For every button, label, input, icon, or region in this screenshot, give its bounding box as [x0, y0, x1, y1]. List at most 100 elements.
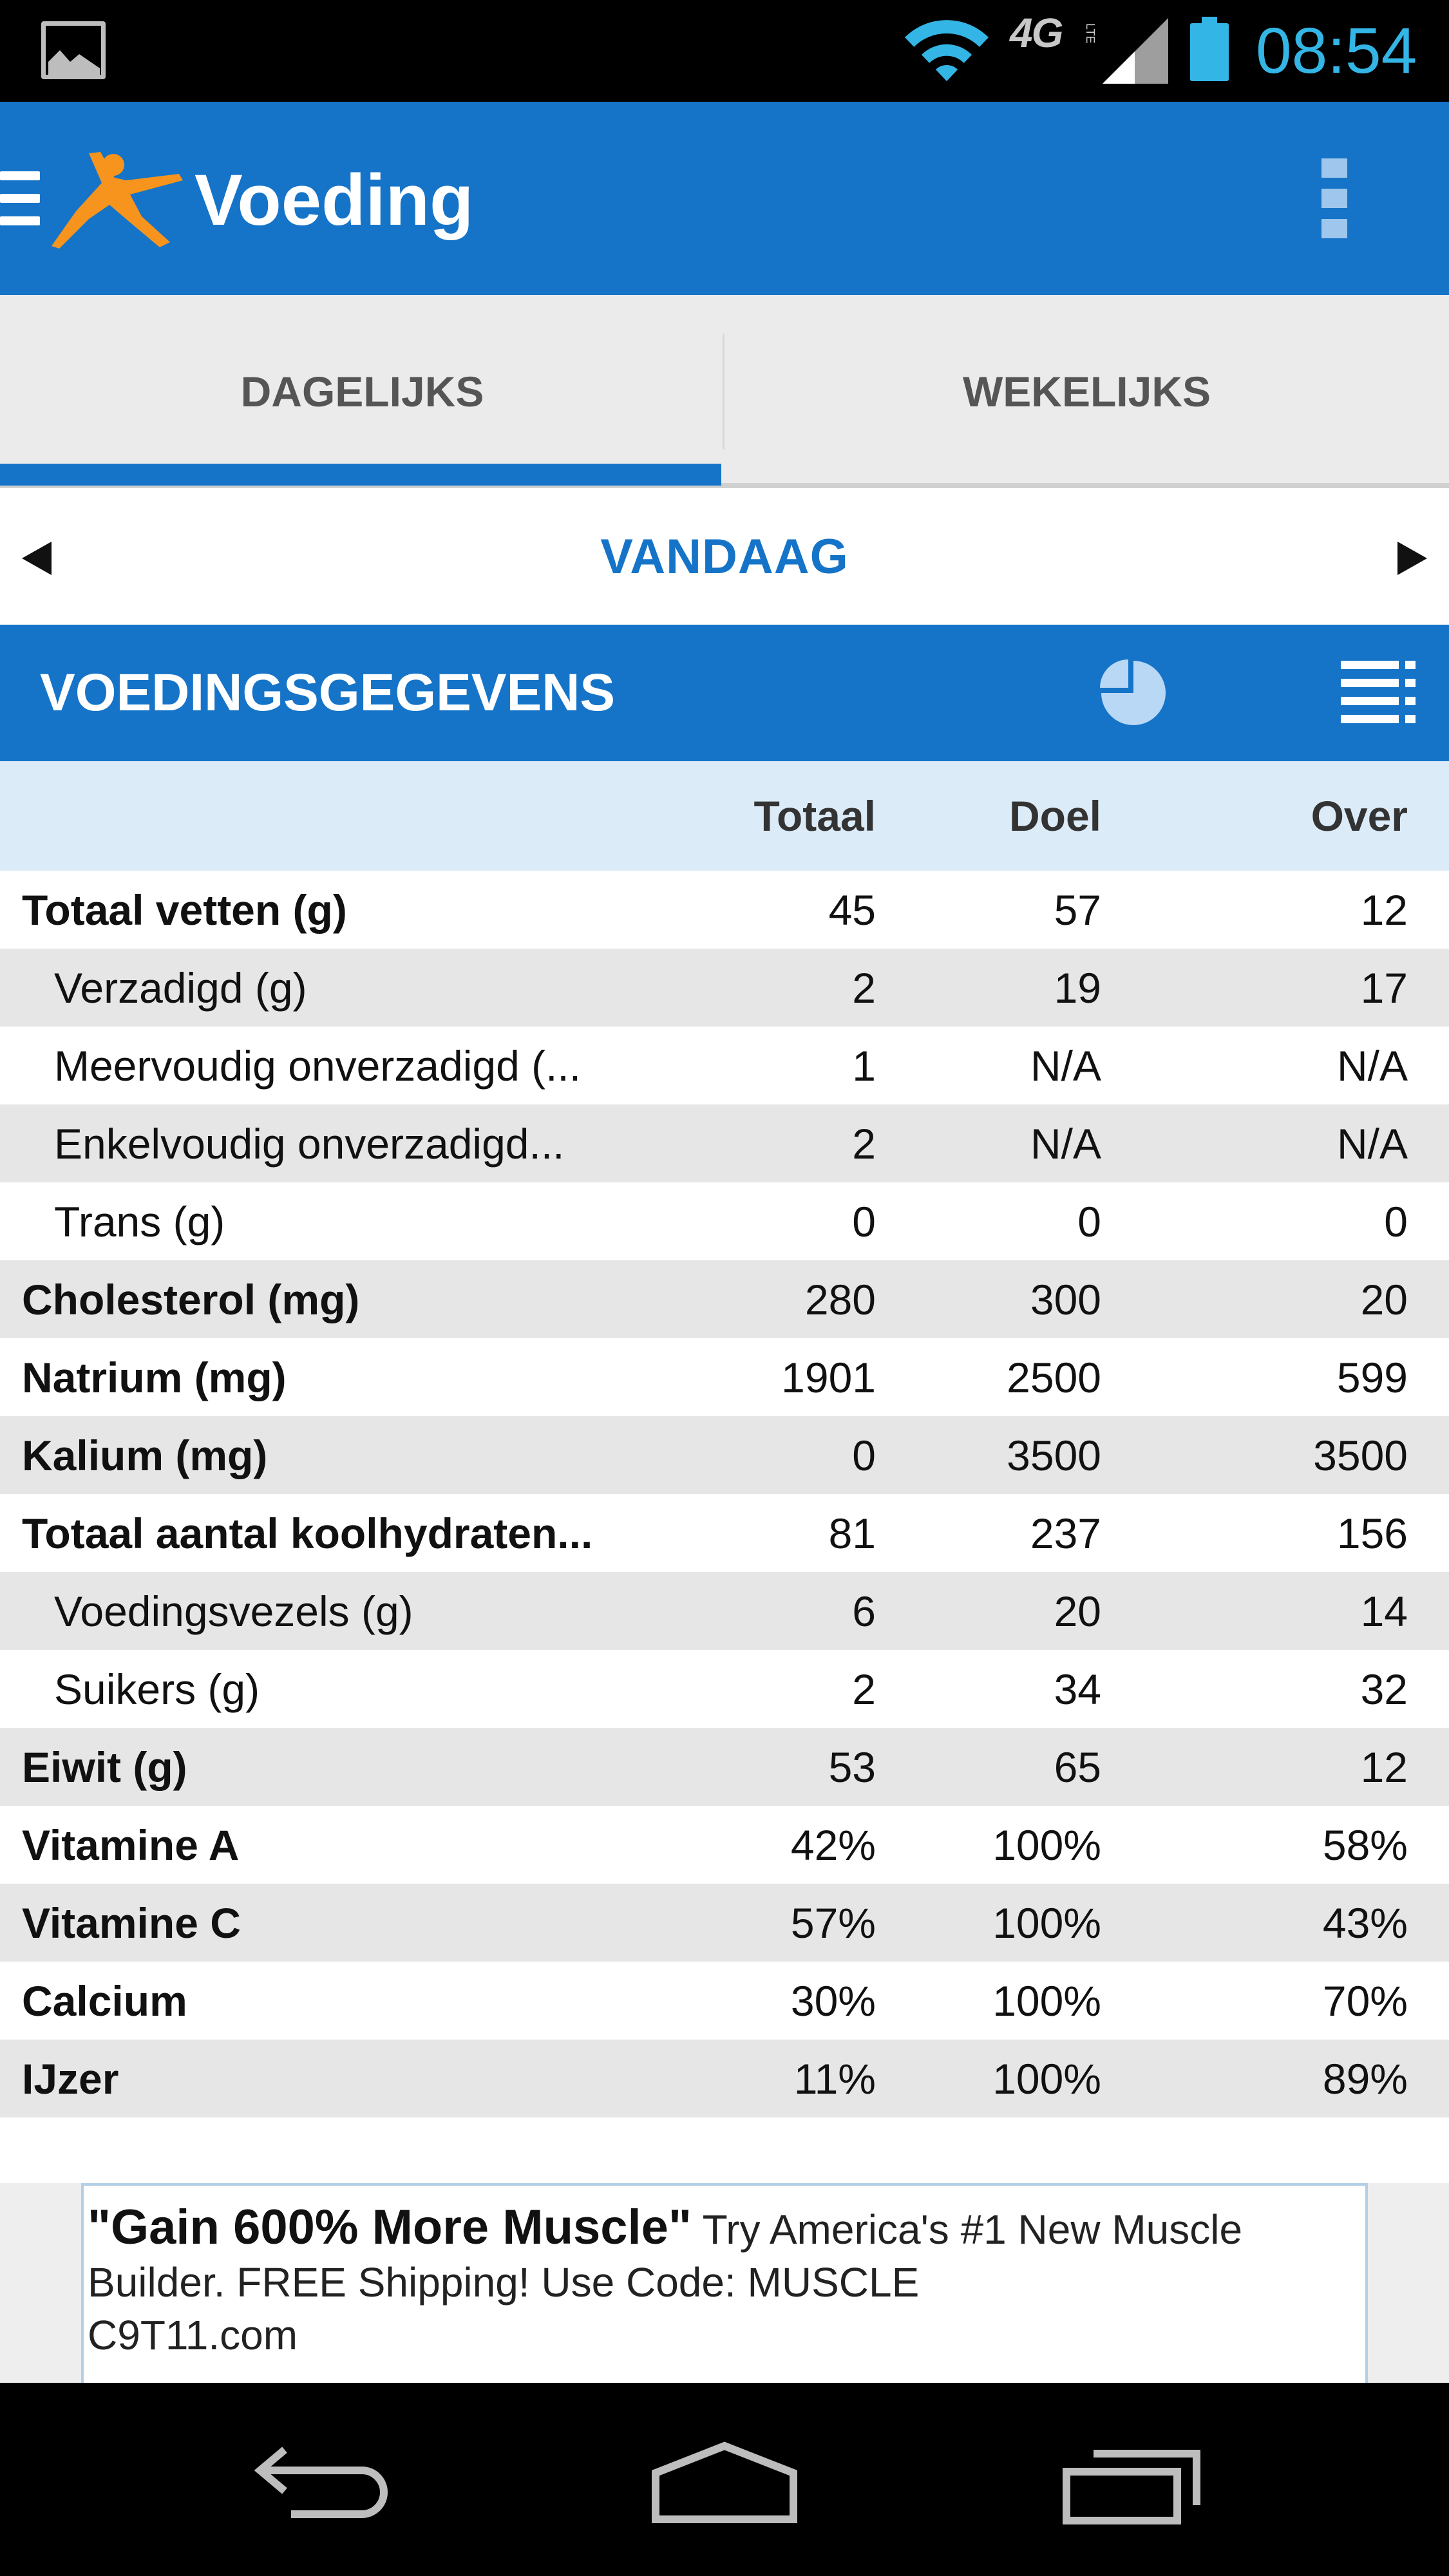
overflow-menu-icon[interactable] [1321, 158, 1349, 238]
tab-daily[interactable]: DAGELIJKS [240, 368, 484, 415]
table-row[interactable]: Meervoudig onverzadigd (... 1 N/A N/A [0, 1027, 1449, 1104]
nutrient-table: Totaal Doel Over Totaal vetten (g) 45 57 12… [0, 761, 1449, 2117]
date-label[interactable]: VANDAAG [600, 529, 849, 584]
ad-body: Try America's #1 New Muscle Builder. FRE… [88, 2206, 1243, 2306]
nutrient-name: Vitamine C [22, 1899, 241, 1947]
nutrient-name: Meervoudig onverzadigd (... [54, 1041, 582, 1090]
over-value: N/A [1336, 1119, 1408, 1168]
total-value: 2 [852, 963, 876, 1012]
signal-icon [1103, 18, 1168, 84]
status-bar: 4G LTE 08:54 [0, 0, 1449, 102]
table-row[interactable]: Totaal aantal koolhydraten... 81 237 156 [0, 1494, 1449, 1572]
total-value: 81 [828, 1509, 876, 1557]
over-value: 3500 [1313, 1431, 1408, 1479]
total-value: 11% [793, 2054, 876, 2103]
gallery-icon [41, 21, 106, 79]
goal-value: 300 [1030, 1275, 1101, 1323]
nutrient-name: Trans (g) [54, 1197, 225, 1245]
table-row[interactable]: Trans (g) 0 0 0 [0, 1182, 1449, 1260]
over-value: 156 [1336, 1509, 1408, 1557]
action-bar: Voeding [0, 102, 1449, 295]
total-value: 0 [852, 1431, 876, 1479]
header-goal: Doel [1009, 792, 1101, 840]
recents-icon[interactable] [1061, 2441, 1203, 2524]
table-row[interactable]: Vitamine C 57% 100% 43% [0, 1884, 1449, 1962]
nutrient-name: Voedingsvezels (g) [54, 1587, 413, 1635]
navigation-bar [0, 2383, 1449, 2576]
goal-value: 100% [992, 1821, 1101, 1869]
clock: 08:54 [1256, 15, 1417, 87]
over-value: 70% [1322, 1976, 1408, 2025]
tab-divider [723, 334, 724, 450]
goal-value: 20 [1054, 1587, 1101, 1635]
over-value: 32 [1360, 1665, 1408, 1713]
tab-baseline [0, 483, 1449, 488]
goal-value: 19 [1054, 963, 1101, 1012]
network-type-label: 4G [1010, 10, 1063, 56]
over-value: 17 [1360, 963, 1408, 1012]
nutrient-name: Calcium [22, 1976, 187, 2025]
over-value: 0 [1384, 1197, 1408, 1245]
over-value: 20 [1360, 1275, 1408, 1323]
goal-value: 2500 [1007, 1353, 1101, 1401]
tab-selected-indicator [0, 464, 721, 486]
table-row[interactable]: Suikers (g) 2 34 32 [0, 1650, 1449, 1728]
total-value: 1901 [781, 1353, 876, 1401]
goal-value: N/A [1030, 1119, 1101, 1168]
ad-banner: "Gain 600% More Muscle" Try America's #1… [0, 2183, 1449, 2383]
table-row[interactable]: Cholesterol (mg) 280 300 20 [0, 1260, 1449, 1338]
table-row[interactable]: Natrium (mg) 1901 2500 599 [0, 1338, 1449, 1416]
home-icon[interactable] [650, 2441, 799, 2524]
goal-value: 100% [992, 1976, 1101, 2025]
nutrient-name: Verzadigd (g) [54, 963, 307, 1012]
table-row[interactable]: Kalium (mg) 0 3500 3500 [0, 1416, 1449, 1494]
wifi-icon [905, 20, 989, 81]
table-row[interactable]: Calcium 30% 100% 70% [0, 1962, 1449, 2040]
section-header: VOEDINGSGEGEVENS [0, 625, 1449, 761]
total-value: 0 [852, 1197, 876, 1245]
table-row[interactable]: IJzer 11% 100% 89% [0, 2040, 1449, 2117]
tab-bar: DAGELIJKS WEKELIJKS [0, 295, 1449, 488]
nutrient-name: Totaal aantal koolhydraten... [22, 1509, 593, 1557]
back-icon[interactable] [252, 2441, 390, 2518]
chevron-left-icon[interactable] [22, 542, 52, 575]
hamburger-menu-icon[interactable] [0, 171, 40, 225]
table-row[interactable]: Voedingsvezels (g) 6 20 14 [0, 1572, 1449, 1650]
goal-value: 237 [1030, 1509, 1101, 1557]
section-title: VOEDINGSGEGEVENS [40, 663, 616, 722]
total-value: 1 [852, 1041, 876, 1090]
over-value: 12 [1360, 886, 1408, 934]
tab-weekly[interactable]: WEKELIJKS [962, 368, 1211, 415]
pie-chart-icon[interactable] [1100, 659, 1167, 726]
table-row[interactable]: Verzadigd (g) 2 19 17 [0, 949, 1449, 1027]
goal-value: 65 [1054, 1743, 1101, 1791]
chevron-right-icon[interactable] [1397, 542, 1427, 575]
nutrient-name: Totaal vetten (g) [22, 886, 347, 934]
over-value: 43% [1322, 1899, 1408, 1947]
total-value: 57% [790, 1899, 876, 1947]
ad-box[interactable]: "Gain 600% More Muscle" Try America's #1… [81, 2183, 1368, 2383]
date-navigator: VANDAAG [0, 488, 1449, 625]
table-row[interactable]: Enkelvoudig onverzadigd... 2 N/A N/A [0, 1104, 1449, 1182]
nutrient-name: Kalium (mg) [22, 1431, 268, 1479]
nutrient-name: Enkelvoudig onverzadigd... [54, 1119, 565, 1168]
total-value: 2 [852, 1665, 876, 1713]
ad-domain: C9T11.com [88, 2312, 298, 2358]
goal-value: N/A [1030, 1041, 1101, 1090]
header-total: Totaal [753, 792, 876, 840]
list-view-icon[interactable] [1341, 659, 1417, 726]
table-row[interactable]: Vitamine A 42% 100% 58% [0, 1806, 1449, 1884]
app-logo-icon[interactable] [50, 152, 185, 255]
app-title: Voeding [194, 160, 474, 240]
table-row[interactable]: Eiwit (g) 53 65 12 [0, 1728, 1449, 1806]
goal-value: 3500 [1007, 1431, 1101, 1479]
header-over: Over [1311, 792, 1408, 840]
over-value: 58% [1322, 1821, 1408, 1869]
nutrient-name: Natrium (mg) [22, 1353, 287, 1401]
nutrient-name: Eiwit (g) [22, 1743, 187, 1791]
over-value: 14 [1360, 1587, 1408, 1635]
goal-value: 57 [1054, 886, 1101, 934]
table-row[interactable]: Totaal vetten (g) 45 57 12 [0, 871, 1449, 949]
over-value: N/A [1336, 1041, 1408, 1090]
total-value: 42% [790, 1821, 876, 1869]
